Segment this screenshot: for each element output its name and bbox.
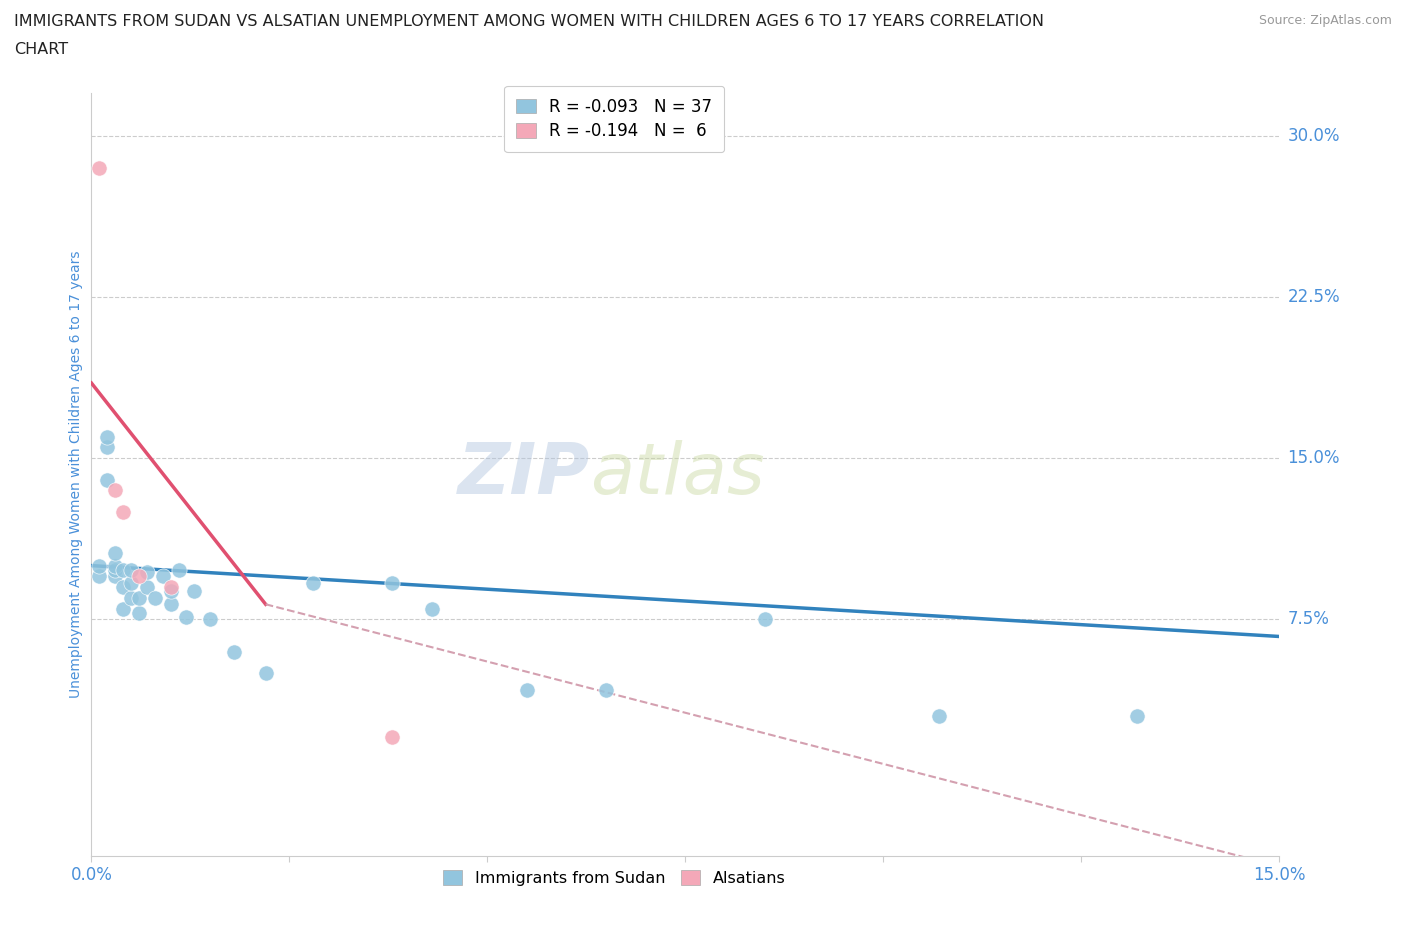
- Point: [516, 683, 538, 698]
- Point: [222, 644, 245, 659]
- Point: [96, 440, 118, 455]
- Point: [381, 730, 404, 745]
- Point: [104, 563, 127, 578]
- Text: 30.0%: 30.0%: [1288, 127, 1340, 145]
- Point: [381, 576, 404, 591]
- Point: [420, 601, 443, 616]
- Text: ZIP: ZIP: [458, 440, 591, 509]
- Point: [928, 709, 950, 724]
- Text: CHART: CHART: [14, 42, 67, 57]
- Point: [104, 569, 127, 584]
- Point: [128, 591, 150, 605]
- Point: [159, 579, 181, 594]
- Point: [112, 504, 135, 519]
- Point: [104, 558, 127, 573]
- Point: [89, 569, 111, 584]
- Point: [96, 472, 118, 487]
- Point: [112, 579, 135, 594]
- Point: [104, 545, 127, 560]
- Point: [104, 483, 127, 498]
- Point: [754, 612, 776, 627]
- Point: [595, 683, 617, 698]
- Point: [143, 591, 166, 605]
- Point: [176, 610, 198, 625]
- Point: [128, 605, 150, 620]
- Point: [159, 584, 181, 599]
- Point: [112, 601, 135, 616]
- Point: [152, 569, 174, 584]
- Point: [302, 576, 325, 591]
- Point: [89, 558, 111, 573]
- Point: [200, 612, 222, 627]
- Point: [96, 430, 118, 445]
- Point: [120, 576, 142, 591]
- Y-axis label: Unemployment Among Women with Children Ages 6 to 17 years: Unemployment Among Women with Children A…: [69, 250, 83, 698]
- Point: [159, 597, 181, 612]
- Point: [254, 666, 277, 681]
- Text: 22.5%: 22.5%: [1288, 288, 1340, 306]
- Legend: Immigrants from Sudan, Alsatians: Immigrants from Sudan, Alsatians: [432, 859, 797, 897]
- Point: [128, 569, 150, 584]
- Text: IMMIGRANTS FROM SUDAN VS ALSATIAN UNEMPLOYMENT AMONG WOMEN WITH CHILDREN AGES 6 : IMMIGRANTS FROM SUDAN VS ALSATIAN UNEMPL…: [14, 14, 1045, 29]
- Text: atlas: atlas: [591, 440, 765, 509]
- Point: [135, 565, 157, 579]
- Point: [135, 579, 157, 594]
- Point: [167, 563, 190, 578]
- Text: 7.5%: 7.5%: [1288, 610, 1329, 629]
- Point: [120, 591, 142, 605]
- Text: Source: ZipAtlas.com: Source: ZipAtlas.com: [1258, 14, 1392, 27]
- Point: [112, 563, 135, 578]
- Point: [183, 584, 205, 599]
- Point: [120, 563, 142, 578]
- Point: [1126, 709, 1149, 724]
- Point: [89, 161, 111, 176]
- Text: 15.0%: 15.0%: [1288, 449, 1340, 467]
